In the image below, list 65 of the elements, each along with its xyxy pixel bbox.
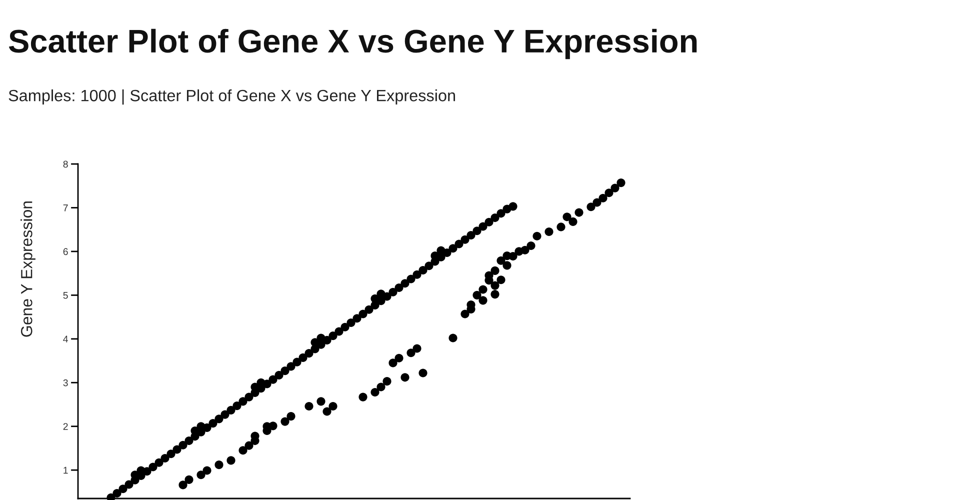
point: [604, 188, 614, 198]
y-tick-label: 2: [63, 423, 68, 430]
point: [610, 184, 620, 192]
point: [574, 208, 584, 217]
point: [412, 344, 422, 353]
point: [496, 256, 506, 265]
y-tick-label: 5: [63, 292, 68, 299]
point: [436, 246, 446, 255]
point: [202, 466, 212, 475]
point: [568, 217, 578, 226]
point: [382, 377, 392, 386]
y-tick-label: 3: [63, 379, 68, 386]
point: [502, 252, 512, 260]
point: [358, 392, 368, 402]
y-tick-label: 6: [63, 248, 68, 256]
point: [490, 266, 500, 275]
point: [556, 222, 566, 232]
point: [370, 388, 380, 397]
point: [496, 276, 506, 284]
point: [226, 456, 236, 465]
point: [472, 290, 482, 300]
chart-title: Scatter Plot of Gene X vs Gene Y Expression: [8, 28, 697, 60]
point: [478, 285, 488, 294]
point: [286, 412, 296, 421]
point: [490, 290, 500, 299]
point: [178, 480, 188, 490]
point: [196, 470, 206, 480]
y-axis-title: Gene Y Expression: [20, 202, 36, 337]
point: [214, 460, 224, 470]
point: [502, 261, 512, 270]
y-tick-label: 4: [63, 336, 68, 342]
y-tick-label: 1: [64, 466, 68, 474]
chart-subtitle: Samples: 1000 | Scatter Plot of Gene X vs Gene Y Expression: [8, 89, 455, 105]
point: [460, 310, 470, 318]
point: [238, 446, 248, 455]
point: [394, 354, 404, 362]
point: [316, 397, 326, 406]
point: [490, 281, 500, 290]
point: [406, 348, 416, 358]
point: [376, 290, 386, 298]
point: [532, 232, 542, 240]
point: [370, 294, 380, 303]
point: [244, 441, 254, 450]
point: [592, 198, 602, 207]
point: [448, 334, 458, 342]
point: [328, 402, 338, 411]
y-tick-label: 7: [63, 204, 68, 212]
point: [322, 407, 332, 416]
point: [400, 373, 410, 382]
point: [616, 178, 626, 188]
point: [598, 194, 608, 202]
point: [562, 212, 572, 222]
point: [478, 296, 488, 305]
y-tick-label: 8: [63, 160, 68, 168]
point: [388, 358, 398, 368]
point: [304, 402, 314, 411]
point: [280, 417, 290, 426]
point: [418, 368, 428, 378]
point: [526, 241, 536, 250]
point: [586, 202, 596, 212]
point: [376, 382, 386, 392]
point: [544, 227, 554, 236]
point: [520, 246, 530, 254]
point: [184, 475, 194, 484]
point: [310, 338, 320, 347]
